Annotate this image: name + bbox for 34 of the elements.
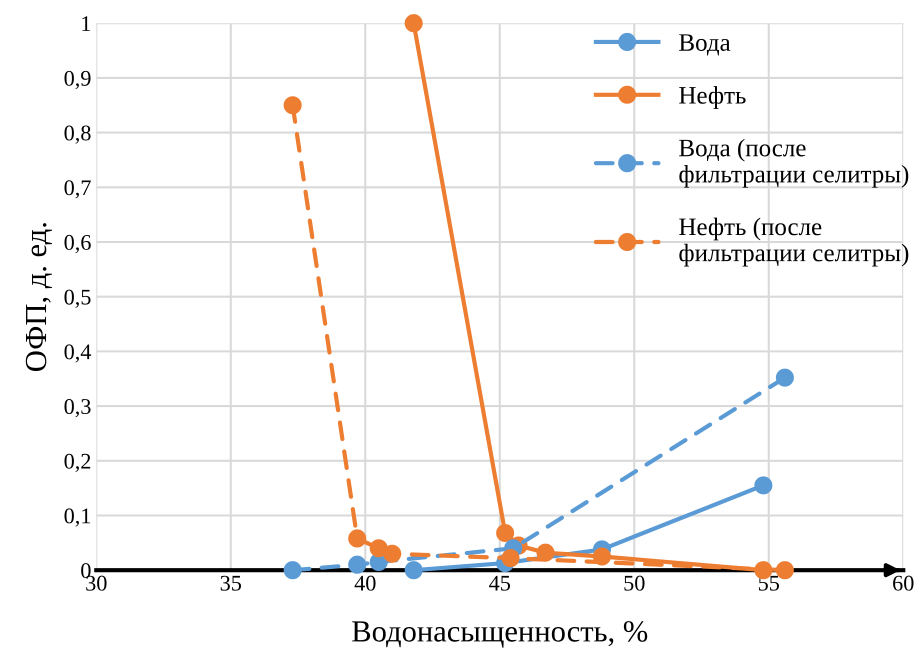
y-tick-label: 0,7 (64, 180, 91, 198)
x-tick-label: 40 (354, 576, 376, 591)
point (754, 476, 772, 494)
x-tick-label: 60 (893, 576, 914, 591)
point (404, 561, 423, 580)
y-axis-title: ОФП, д. ед. (26, 223, 52, 371)
x-tick-label: 45 (489, 576, 510, 591)
point (348, 529, 366, 548)
y-tick-label: 0,9 (64, 70, 91, 90)
point (284, 561, 302, 580)
legend-label: Вода (679, 34, 730, 56)
y-tick-label: 0,4 (64, 344, 92, 363)
point (383, 544, 402, 563)
point (404, 14, 423, 32)
point (501, 549, 520, 568)
y-tick-label: 0,8 (64, 126, 91, 144)
point (348, 556, 366, 574)
y-tick-label: 0,2 (64, 454, 90, 472)
point (536, 544, 555, 562)
y-tick-label: 0,3 (64, 399, 91, 418)
y-tick-label: 1 (82, 16, 90, 31)
y-tick-label: 0,1 (64, 508, 90, 527)
x-axis-title: Водонасыщенность, % (352, 621, 648, 648)
point (496, 524, 514, 542)
legend-label: Нефть (после фильтрации селитры) (679, 218, 908, 266)
point (284, 96, 302, 114)
point (370, 539, 388, 558)
y-tick-label: 0,6 (64, 234, 91, 254)
point (776, 368, 794, 387)
legend-label: Вода (после фильтрации селитры) (679, 138, 908, 188)
x-tick-label: 35 (220, 576, 242, 591)
x-tick-label: 50 (624, 576, 645, 591)
legend-label: Нефть (679, 86, 746, 109)
y-tick-label: 0,5 (64, 290, 91, 308)
